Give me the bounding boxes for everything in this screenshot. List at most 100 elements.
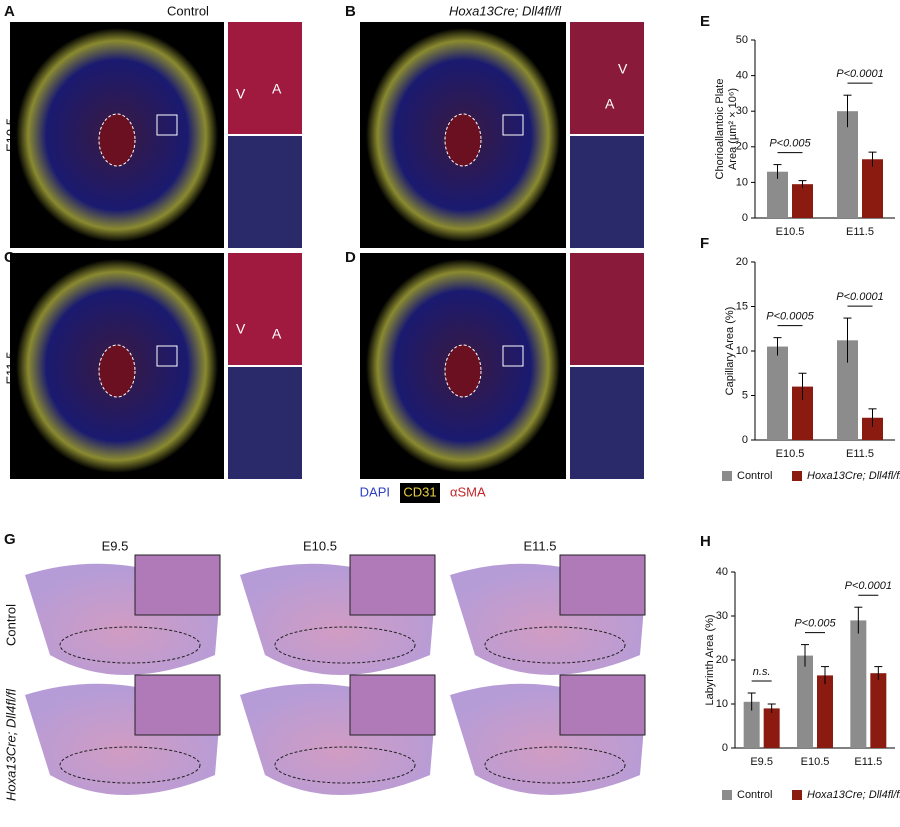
y-tick-label: 50 [736,34,748,46]
panel-letter: H [700,533,711,550]
bar [797,655,813,748]
bar [837,340,858,440]
bar [837,111,858,218]
y-axis-label: Labyrinth Area (%) [704,614,716,705]
bar [767,346,788,440]
panel-letter: D [345,249,356,266]
legend-swatch [722,471,732,481]
inset [349,554,436,616]
column-label: E9.5 [102,538,129,553]
bar [817,675,833,748]
p-value: P<0.005 [769,138,811,150]
y-tick-label: 0 [742,434,748,446]
y-axis-label: Capillary Area (%) [724,307,736,396]
x-tick-label: E10.5 [801,756,830,768]
y-tick-label: 5 [742,389,748,401]
y-tick-label: 10 [736,345,748,357]
inset [570,367,644,479]
y-tick-label: 20 [716,654,728,666]
column-label: Control [167,3,209,18]
x-tick-label: E11.5 [846,226,874,238]
legend-swatch [722,790,732,800]
y-tick-label: 40 [716,566,728,578]
inset-label: A [272,326,282,342]
bar [792,386,813,440]
p-value: P<0.0001 [845,580,892,592]
box [502,345,524,367]
inset [228,367,302,479]
outline [444,344,482,398]
stain-label: CD31 [403,484,436,499]
row-label: Hoxa13Cre; Dll4fl/fl [3,688,18,801]
p-value: P<0.0001 [836,291,883,303]
column-label: Hoxa13Cre; Dll4fl/fl [449,3,562,18]
panel-letter: G [4,531,16,548]
column-label: E10.5 [303,538,337,553]
inset-label: V [236,86,246,102]
y-tick-label: 10 [736,176,748,188]
fluorescence-images: V A V A V A [10,22,644,479]
y-axis-label: Chorioallantoic Plate [714,79,726,180]
box [156,114,178,136]
row-label: Control [3,604,18,646]
inset-label: A [272,81,282,97]
legend-swatch [792,471,802,481]
bar [850,620,867,748]
bar [862,417,883,440]
legend-label: Control [737,470,772,482]
inset [349,674,436,736]
inset [570,136,644,248]
x-tick-label: E10.5 [776,448,805,460]
y-tick-label: 10 [716,698,728,710]
stain-label: αSMA [450,484,486,499]
inset [228,136,302,248]
inset [559,674,646,736]
inset [570,22,644,134]
outline [274,626,416,664]
box [156,345,178,367]
panel-letter: B [345,3,356,20]
outline [98,344,136,398]
legend-label: Control [737,789,772,801]
bar [763,708,780,748]
y-axis-label: Area (µm² × 10⁶) [727,88,739,170]
column-label: E11.5 [523,538,556,553]
y-tick-label: 15 [736,300,748,312]
x-tick-label: E9.5 [750,756,773,768]
outline [59,626,201,664]
bar [743,701,760,748]
bar [792,184,813,218]
stain-swatch [400,483,440,503]
y-tick-label: 0 [742,212,748,224]
p-value: P<0.0005 [766,311,814,323]
bar [870,673,887,748]
p-value: n.s. [753,666,771,678]
inset-label: A [605,96,615,112]
outline [59,746,201,784]
inset [228,253,302,365]
legend-label: Hoxa13Cre; Dll4fl/fl [807,789,900,801]
inset-label: V [236,321,246,337]
outline [484,626,626,664]
panel-letter: F [700,235,709,252]
inset-label: V [618,61,628,77]
bar [767,171,788,218]
inset [228,22,302,134]
y-tick-label: 40 [736,70,748,82]
panel-letter: E [700,13,710,30]
inset [134,674,221,736]
legend-label: Hoxa13Cre; Dll4fl/fl [807,470,900,482]
x-tick-label: E11.5 [846,448,874,460]
p-value: P<0.005 [794,618,836,630]
outline [98,113,136,167]
inset [134,554,221,616]
inset [559,554,646,616]
outline [274,746,416,784]
he-images [25,554,646,795]
y-tick-label: 30 [736,105,748,117]
x-tick-label: E10.5 [776,226,805,238]
box [502,114,524,136]
x-tick-label: E11.5 [854,756,882,768]
p-value: P<0.0001 [836,68,883,80]
